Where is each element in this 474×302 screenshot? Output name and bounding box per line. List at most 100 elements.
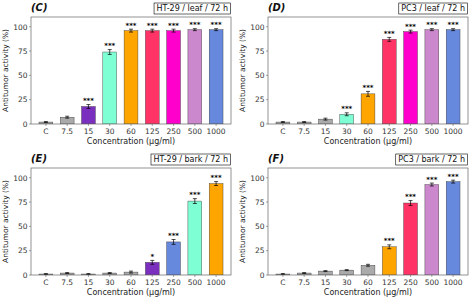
plot-background bbox=[268, 168, 468, 275]
bar bbox=[404, 203, 418, 275]
plot-frame bbox=[31, 168, 231, 275]
error-bar bbox=[86, 105, 90, 109]
y-tick-label: 50 bbox=[18, 71, 28, 80]
y-tick-label: 100 bbox=[13, 174, 28, 183]
subtitle: PC3 / leaf / 72 h bbox=[401, 4, 465, 13]
x-tick-label: 500 bbox=[425, 127, 440, 136]
y-tick-label: 50 bbox=[255, 71, 265, 80]
figure: 0255075100C7.51530601252505001000*******… bbox=[0, 0, 474, 302]
bar bbox=[382, 39, 396, 124]
x-tick-label: 125 bbox=[382, 127, 397, 136]
y-tick bbox=[29, 26, 31, 27]
plot-background bbox=[268, 17, 468, 124]
x-tick-label: 500 bbox=[188, 278, 203, 287]
significance-star: *** bbox=[189, 191, 200, 199]
significance-star: *** bbox=[211, 174, 222, 182]
x-tick-label: 60 bbox=[363, 278, 373, 287]
error-bar bbox=[302, 121, 306, 123]
marks bbox=[276, 180, 460, 275]
y-tick-label: 0 bbox=[260, 120, 265, 129]
significance-star: *** bbox=[384, 237, 395, 245]
y-tick-label: 25 bbox=[255, 246, 265, 255]
marks bbox=[276, 29, 460, 124]
x-tick-label: 250 bbox=[166, 127, 181, 136]
bar bbox=[446, 30, 460, 124]
panel-label: (F) bbox=[268, 153, 284, 164]
x-tick-label: 60 bbox=[126, 127, 136, 136]
x-axis-label: Concentration (μg/ml) bbox=[87, 137, 175, 146]
error-bar bbox=[366, 264, 370, 266]
y-tick bbox=[266, 26, 268, 27]
subtitle: HT-29 / bark / 72 h bbox=[154, 155, 229, 164]
bar bbox=[404, 32, 418, 124]
bar bbox=[188, 201, 202, 275]
y-tick-label: 25 bbox=[18, 95, 28, 104]
y-tick bbox=[29, 75, 31, 76]
error-bar bbox=[387, 37, 391, 41]
x-tick-label: 250 bbox=[166, 278, 181, 287]
y-tick-label: 100 bbox=[250, 23, 265, 32]
y-tick-label: 75 bbox=[18, 198, 28, 207]
x-tick-label: 15 bbox=[321, 278, 331, 287]
error-bar bbox=[323, 118, 327, 120]
bar bbox=[361, 94, 375, 124]
bar bbox=[145, 31, 159, 124]
bar bbox=[167, 242, 181, 275]
panel-label: (E) bbox=[31, 153, 47, 164]
x-tick-label: 7.5 bbox=[298, 278, 310, 287]
y-tick bbox=[266, 275, 268, 276]
error-bar bbox=[366, 91, 370, 96]
x-tick-label: 7.5 bbox=[61, 278, 73, 287]
x-tick-label: 1000 bbox=[444, 127, 463, 136]
y-tick bbox=[266, 250, 268, 251]
plot-background bbox=[31, 168, 231, 275]
plot-frame bbox=[31, 17, 231, 124]
error-bar bbox=[409, 201, 413, 206]
significance-star: *** bbox=[384, 30, 395, 38]
y-tick bbox=[266, 75, 268, 76]
plot-background bbox=[31, 17, 231, 124]
error-bar bbox=[345, 269, 349, 271]
y-tick bbox=[29, 51, 31, 52]
y-tick-label: 100 bbox=[250, 174, 265, 183]
significance-star: *** bbox=[426, 176, 437, 184]
error-bar bbox=[172, 239, 176, 244]
bar bbox=[425, 185, 439, 275]
marks bbox=[39, 29, 223, 124]
error-bar bbox=[150, 260, 154, 264]
significance-star: *** bbox=[189, 21, 200, 29]
significance-star: *** bbox=[341, 105, 352, 113]
error-bar bbox=[108, 50, 112, 55]
bar bbox=[209, 184, 223, 275]
bar bbox=[209, 30, 223, 124]
y-tick bbox=[266, 51, 268, 52]
significance-star: *** bbox=[104, 42, 115, 50]
subtitle-box bbox=[151, 154, 231, 165]
x-tick-label: 30 bbox=[105, 278, 115, 287]
y-tick-label: 50 bbox=[18, 222, 28, 231]
x-tick-label: 500 bbox=[425, 278, 440, 287]
error-bar bbox=[387, 245, 391, 249]
y-tick-label: 75 bbox=[255, 47, 265, 56]
error-bar bbox=[44, 121, 48, 123]
subtitle-box bbox=[154, 3, 230, 14]
marks bbox=[39, 182, 223, 275]
bar bbox=[319, 119, 333, 124]
panel: 0255075100C7.51530601252505001000*******… bbox=[238, 2, 468, 146]
bar bbox=[361, 265, 375, 275]
x-tick-label: 250 bbox=[403, 127, 418, 136]
subtitle-box bbox=[396, 154, 468, 165]
significance-star: *** bbox=[448, 173, 459, 181]
x-tick-label: 125 bbox=[145, 278, 160, 287]
error-bar bbox=[65, 116, 69, 118]
subtitle: HT-29 / leaf / 72 h bbox=[157, 4, 228, 13]
x-tick-label: 60 bbox=[126, 278, 136, 287]
bar bbox=[425, 30, 439, 124]
y-tick-label: 0 bbox=[23, 271, 28, 280]
x-tick-label: C bbox=[43, 127, 48, 136]
significance-star: *** bbox=[426, 21, 437, 29]
y-tick-label: 0 bbox=[23, 120, 28, 129]
y-axis-label: Antitumor activity (%) bbox=[1, 29, 10, 112]
x-tick-label: 15 bbox=[84, 127, 94, 136]
significance-star: *** bbox=[168, 232, 179, 240]
